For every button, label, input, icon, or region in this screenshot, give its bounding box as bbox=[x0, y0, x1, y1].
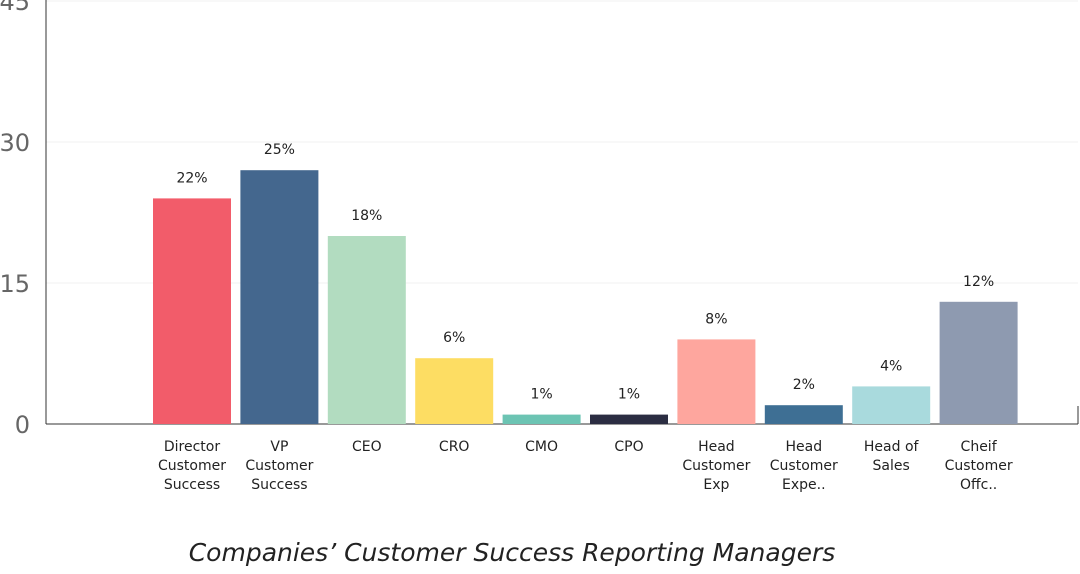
chart-title: Companies’ Customer Success Reporting Ma… bbox=[188, 538, 836, 567]
bar bbox=[240, 170, 319, 424]
bar bbox=[590, 414, 668, 424]
bar bbox=[764, 405, 843, 424]
x-tick-label: Head Customer Expe.. bbox=[769, 439, 838, 493]
data-label: 1% bbox=[618, 387, 640, 403]
y-tick-label: 45 bbox=[0, 0, 30, 16]
bar bbox=[852, 386, 931, 424]
data-label: 25% bbox=[264, 142, 295, 158]
y-tick-label: 0 bbox=[15, 411, 30, 439]
data-label: 2% bbox=[793, 377, 815, 393]
data-label: 22% bbox=[176, 170, 207, 186]
data-label: 6% bbox=[443, 330, 465, 346]
bar bbox=[677, 339, 756, 424]
x-tick-label: CRO bbox=[438, 439, 470, 455]
bar bbox=[153, 198, 231, 424]
data-label: 8% bbox=[705, 311, 727, 327]
data-label: 1% bbox=[530, 387, 552, 403]
data-label: 4% bbox=[880, 358, 902, 374]
x-tick-label: Head of Sales bbox=[863, 439, 919, 474]
x-tick-label: VP Customer Success bbox=[245, 439, 314, 493]
data-label: 12% bbox=[963, 274, 994, 290]
bar bbox=[327, 236, 406, 424]
x-tick-label: Cheif Customer Offc.. bbox=[944, 439, 1013, 493]
bar bbox=[502, 414, 581, 424]
x-tick-label: CEO bbox=[351, 439, 382, 455]
y-tick-label: 30 bbox=[0, 129, 30, 157]
bar bbox=[939, 301, 1018, 424]
x-tick-label: Head Customer Exp bbox=[682, 439, 751, 493]
bar bbox=[415, 358, 494, 424]
x-tick-label: Director Customer Success bbox=[157, 439, 226, 493]
data-label: 18% bbox=[351, 208, 382, 224]
x-tick-label: CMO bbox=[525, 439, 559, 455]
x-tick-label: CPO bbox=[614, 439, 644, 455]
y-tick-label: 15 bbox=[0, 270, 30, 298]
